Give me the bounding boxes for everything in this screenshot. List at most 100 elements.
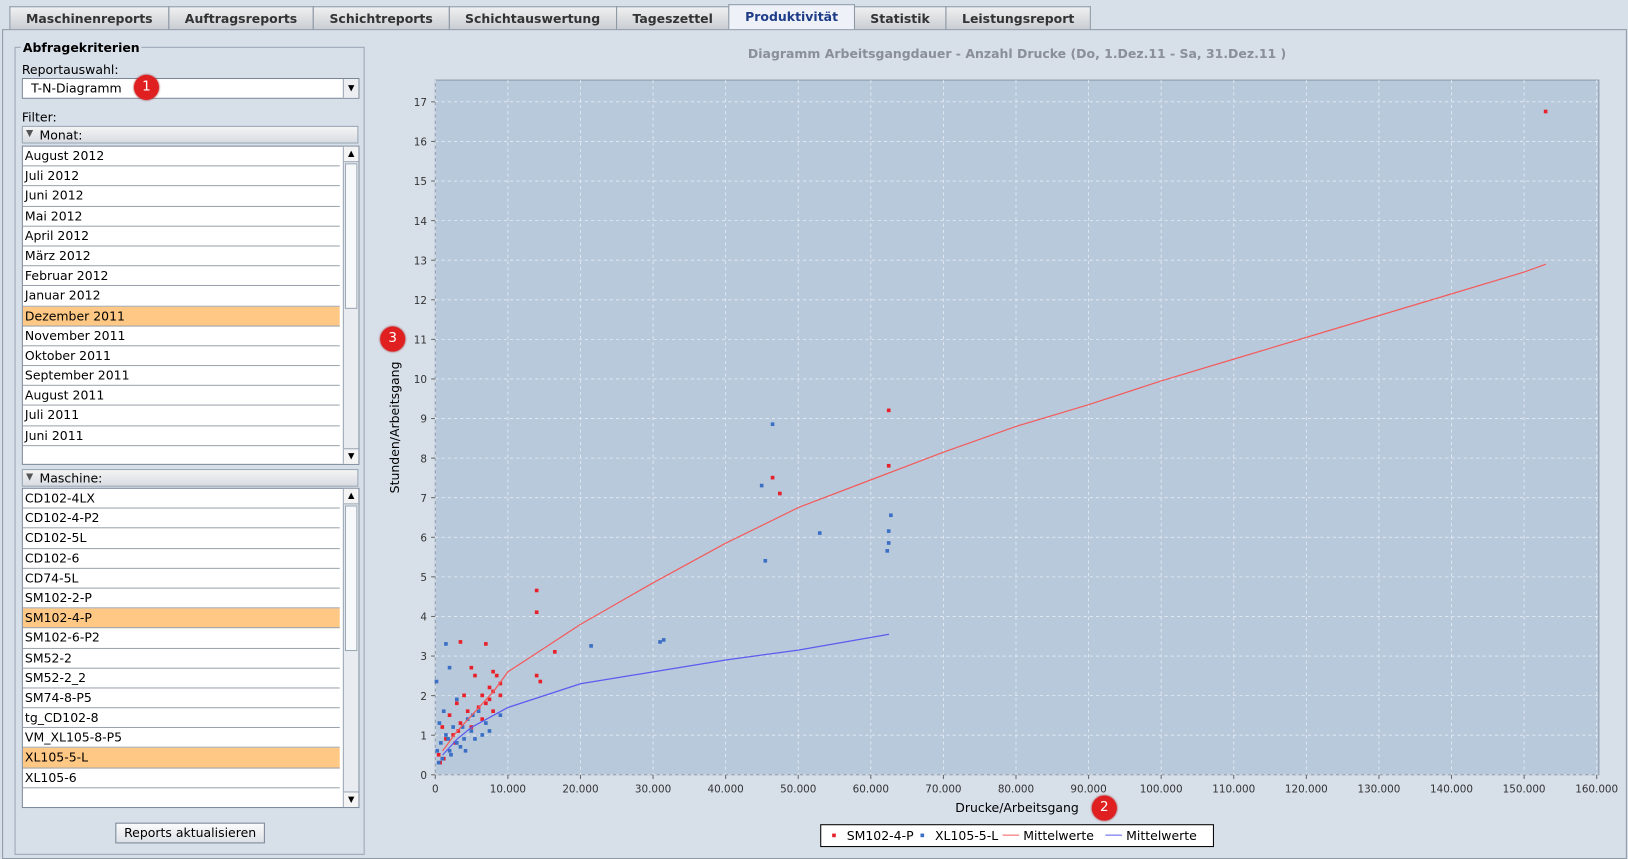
list-item[interactable]: April 2012	[22, 226, 340, 247]
data-point	[498, 681, 503, 686]
list-item[interactable]: XL105-5-L	[22, 748, 340, 769]
data-point	[498, 713, 503, 717]
scrollbar[interactable]: ▲ ▼	[342, 146, 359, 464]
y-tick-label: 15	[414, 176, 427, 188]
legend-swatch	[832, 833, 836, 838]
report-select[interactable]: T-N-Diagramm ▼	[21, 78, 360, 99]
data-point	[658, 640, 662, 644]
annotation-badge: 3	[380, 326, 406, 352]
list-item[interactable]: SM52-2_2	[22, 668, 340, 689]
list-item[interactable]: SM74-8-P5	[22, 688, 340, 709]
list-item[interactable]: August 2011	[22, 386, 340, 407]
data-point	[447, 713, 452, 717]
list-item[interactable]: Mai 2012	[22, 207, 340, 227]
data-point	[538, 679, 543, 684]
data-point	[484, 642, 488, 646]
list-item[interactable]: tg_CD102-8	[22, 708, 340, 729]
month-header-text: Monat:	[39, 127, 83, 143]
list-item[interactable]: Februar 2012	[22, 266, 340, 287]
tab[interactable]: Maschinenreports	[9, 6, 170, 30]
x-tick-label: 10.000	[490, 783, 526, 795]
data-point	[763, 558, 768, 563]
list-item[interactable]: Januar 2012	[22, 286, 340, 307]
list-item[interactable]: Juni 2012	[22, 187, 340, 207]
refresh-button[interactable]: Reports aktualisieren	[115, 822, 265, 844]
data-point	[440, 725, 445, 729]
list-item[interactable]: CD74-5L	[22, 569, 340, 589]
list-item[interactable]: CD102-4LX	[22, 489, 340, 509]
tab[interactable]: Auftragsreports	[168, 6, 314, 30]
tab[interactable]: Tageszettel	[615, 6, 730, 30]
data-point	[444, 733, 448, 737]
tab[interactable]: Produktivität	[728, 4, 855, 30]
list-item[interactable]: November 2011	[22, 326, 340, 347]
list-item[interactable]: Juni 2011	[22, 426, 340, 446]
legend-label[interactable]: Mittelwerte	[1126, 828, 1197, 843]
list-item[interactable]: SM52-2	[22, 648, 340, 669]
list-item[interactable]: September 2011	[22, 366, 340, 387]
data-point	[460, 725, 465, 729]
list-item[interactable]: CD102-5L	[22, 529, 340, 549]
scroll-thumb[interactable]	[344, 505, 358, 652]
tab[interactable]: Leistungsreport	[945, 6, 1091, 30]
data-point	[770, 475, 775, 480]
data-point	[889, 513, 893, 518]
y-tick-label: 3	[420, 651, 427, 663]
tab[interactable]: Schichtauswertung	[448, 6, 617, 30]
scroll-thumb[interactable]	[344, 163, 358, 309]
data-point	[480, 733, 485, 737]
data-point	[487, 685, 492, 690]
dropdown-arrow[interactable]: ▼	[342, 79, 359, 98]
data-point	[441, 709, 446, 714]
list-item[interactable]: SM102-6-P2	[22, 628, 340, 649]
legend-label[interactable]: Mittelwerte	[1023, 828, 1094, 843]
month-header[interactable]: Monat:	[21, 125, 359, 144]
list-item[interactable]: CD102-6	[22, 549, 340, 569]
list-item[interactable]: Dezember 2011	[22, 306, 340, 327]
y-tick-label: 6	[420, 532, 427, 544]
data-point	[454, 741, 459, 745]
list-item[interactable]: SM102-4-P	[22, 608, 340, 629]
list-item[interactable]: SM102-2-P	[22, 589, 340, 609]
plot-area	[434, 79, 1600, 776]
data-point	[661, 638, 666, 642]
legend-label[interactable]: SM102-4-P	[847, 828, 914, 843]
scrollbar[interactable]: ▲ ▼	[342, 488, 359, 808]
machine-header[interactable]: Maschine:	[21, 469, 359, 487]
chart: Diagramm Arbeitsgangdauer - Anzahl Druck…	[387, 46, 1618, 848]
scroll-down[interactable]: ▼	[343, 448, 359, 464]
data-point	[456, 729, 461, 733]
mean-line	[442, 633, 890, 756]
list-item[interactable]: März 2012	[22, 246, 340, 267]
x-tick-label: 30.000	[635, 783, 671, 795]
y-tick-label: 13	[414, 255, 427, 267]
scroll-up[interactable]: ▲	[343, 146, 359, 163]
list-item[interactable]: Juli 2011	[22, 406, 340, 427]
data-point	[534, 588, 539, 593]
tab[interactable]: Statistik	[853, 6, 947, 30]
data-point	[759, 483, 764, 488]
data-point	[886, 408, 891, 413]
data-point	[484, 701, 488, 706]
tab[interactable]: Schichtreports	[312, 6, 450, 30]
x-tick-label: 160.000	[1575, 783, 1618, 795]
month-list[interactable]: August 2012 Juli 2012 Juni 2012 Mai 2012 Apr…	[21, 145, 360, 465]
scroll-down[interactable]: ▼	[343, 791, 359, 808]
x-tick-label: 40.000	[708, 783, 744, 795]
data-point	[886, 463, 891, 468]
scroll-up[interactable]: ▲	[343, 488, 359, 505]
x-tick-label: 0	[432, 783, 439, 795]
data-point	[449, 752, 453, 757]
list-item[interactable]: August 2012	[22, 147, 340, 167]
machine-list[interactable]: CD102-4LX CD102-4-P2 CD102-5L CD102-6 CD74-5…	[21, 487, 360, 809]
legend-label[interactable]: XL105-5-L	[935, 828, 998, 843]
list-item[interactable]: VM_XL105-8-P5	[22, 728, 340, 749]
list-item[interactable]: Juli 2012	[22, 167, 340, 187]
list-item[interactable]: XL105-6	[22, 768, 340, 789]
list-item[interactable]: CD102-4-P2	[22, 509, 340, 529]
data-point	[435, 748, 440, 753]
data-point	[885, 549, 890, 553]
x-tick-label: 130.000	[1357, 783, 1400, 795]
y-tick-label: 16	[414, 137, 427, 149]
list-item[interactable]: Oktober 2011	[22, 346, 340, 367]
